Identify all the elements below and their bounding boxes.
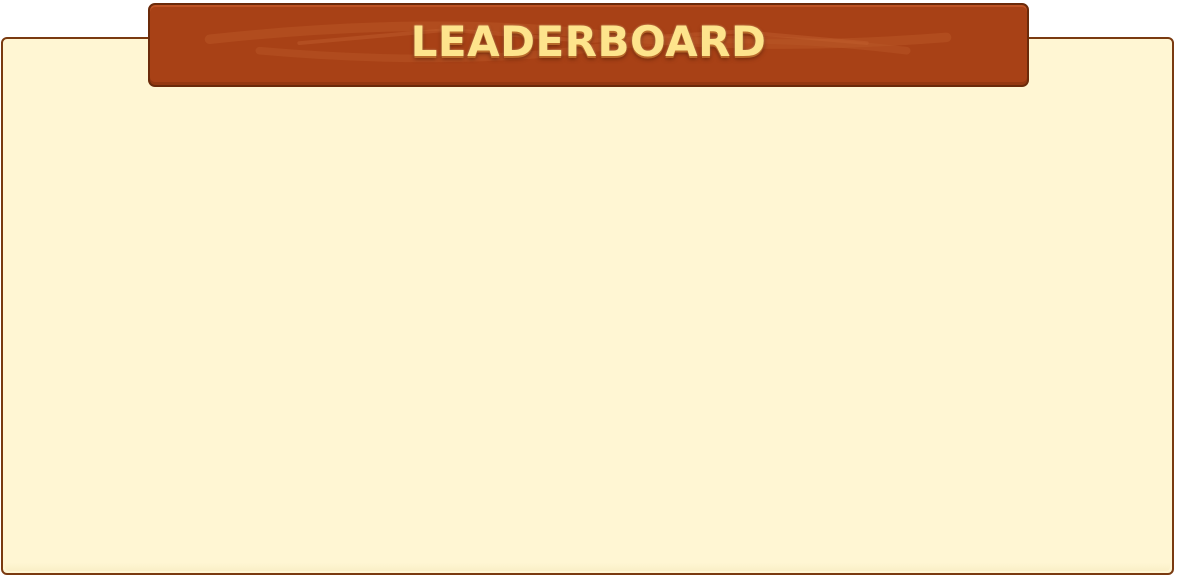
panel-bottom-shade — [5, 563, 1170, 571]
leaderboard-panel — [1, 37, 1174, 575]
banner-wood-grain-decoration — [204, 21, 952, 63]
leaderboard-banner: LEADERBOARD — [148, 3, 1029, 87]
leaderboard-title: LEADERBOARD — [410, 17, 767, 66]
